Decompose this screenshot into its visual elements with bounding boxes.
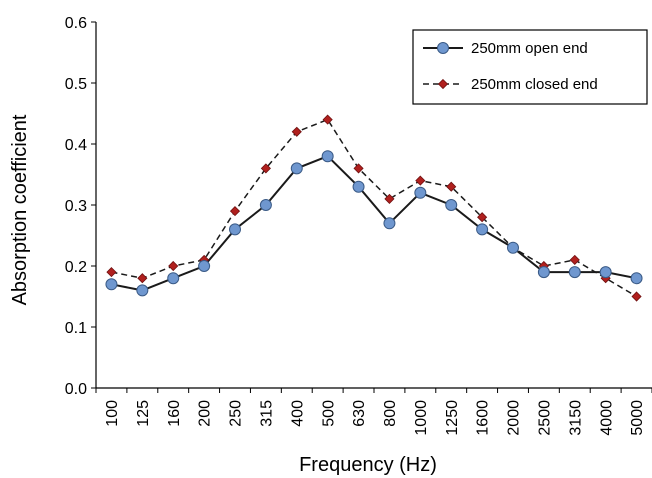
data-point-open-end [568,266,581,279]
data-point-open-end [352,180,365,193]
x-tick-label: 315 [258,400,275,427]
y-tick-label: 0.2 [65,259,87,276]
data-point-closed-end [137,273,148,284]
data-point-open-end [414,186,427,199]
x-tick-label: 1000 [413,400,430,436]
data-point-open-end [630,272,643,285]
y-tick-label: 0.6 [65,15,87,32]
data-point-closed-end [477,212,488,223]
y-axis-title: Absorption coefficient [9,114,31,305]
x-tick-label: 630 [351,400,368,427]
x-tick-label: 125 [135,400,152,427]
data-point-closed-end [106,267,117,278]
series-line-open-end [111,155,637,292]
data-point-open-end [383,217,396,230]
data-point-closed-end [631,291,642,302]
data-point-open-end [105,278,118,291]
data-point-open-end [445,199,458,211]
data-point-open-end [229,223,241,236]
x-tick-label: 1250 [444,400,461,436]
data-point-open-end [198,260,211,272]
data-point-closed-end [384,193,395,204]
data-point-closed-end [322,114,333,125]
plot-area: 0.0 0.1 0.2 0.3 0.4 0.5 0.6 100 125 160 200 250 315 4… [65,15,652,436]
data-point-open-end [537,266,550,279]
x-axis-title: Frequency (Hz) [299,454,437,476]
x-tick-label: 250 [228,400,245,427]
y-tick-label: 0.3 [65,198,87,215]
x-tick-label: 100 [104,400,121,427]
x-tick-label: 400 [289,400,306,427]
legend-box [412,29,648,105]
x-tick-label: 160 [166,400,183,427]
legend-label-0: 250mm open end [471,40,588,57]
data-point-closed-end [415,175,426,186]
data-point-closed-end [168,260,179,272]
data-point-open-end [167,272,180,285]
x-tick-label: 3150 [567,400,584,436]
x-tick-label: 5000 [629,400,646,436]
y-tick-label: 0.1 [65,320,87,337]
data-point-closed-end [291,126,302,137]
data-point-open-end [259,199,272,211]
x-tick-label: 200 [197,400,214,427]
y-tick-label: 0.5 [65,76,87,93]
legend-marker-1 [437,78,449,90]
data-point-closed-end [446,181,457,192]
x-tick-label: 4000 [598,400,615,436]
data-point-open-end [599,266,612,279]
legend: 250mm open end 250mm closed end [412,29,648,105]
x-tick-label: 500 [320,400,337,427]
data-point-closed-end [260,163,271,174]
data-point-open-end [476,223,489,236]
x-tick-label: 800 [382,400,399,427]
legend-marker-0 [437,42,449,54]
data-point-open-end [136,284,149,297]
y-tick-label: 0.0 [65,381,87,398]
x-tick-label: 2000 [506,400,523,436]
data-point-closed-end [353,163,364,174]
data-point-closed-end [229,206,241,217]
x-tick-label: 2500 [536,400,553,436]
data-point-open-end [290,162,303,175]
data-point-open-end [507,241,519,254]
series-line-closed-end [111,118,637,298]
data-point-closed-end [569,254,580,265]
legend-label-1: 250mm closed end [471,76,598,93]
y-tick-label: 0.4 [65,137,87,154]
data-point-open-end [321,150,334,163]
x-tick-label: 1600 [475,400,492,436]
